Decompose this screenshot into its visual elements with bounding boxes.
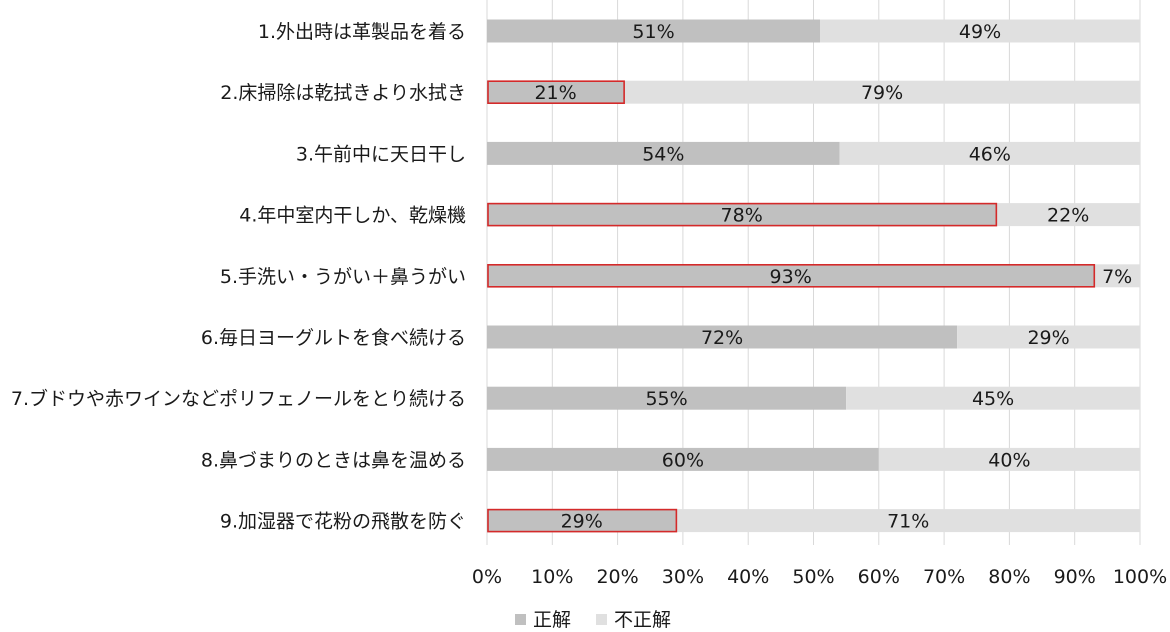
highlight-outline [487,80,625,104]
tick-label: 60% [858,566,900,588]
data-label: 40% [988,449,1030,471]
bar-incorrect [820,19,1140,43]
bar-correct [487,325,958,349]
tick-label: 90% [1054,566,1096,588]
legend: 正解 不正解 [515,609,671,631]
tick-label: 20% [596,566,638,588]
category-label: 2.床掃除は乾拭きより水拭き [220,82,466,104]
bar-incorrect [846,386,1140,410]
bar-incorrect [878,447,1140,471]
data-label: 29% [1027,327,1069,349]
bar-correct [487,509,677,533]
tick-label: 80% [988,566,1030,588]
legend-swatch [515,614,526,625]
bar-incorrect [1094,264,1140,288]
bar-correct [487,80,625,104]
data-label: 45% [972,388,1014,410]
tick-label: 10% [531,566,573,588]
category-label: 8.鼻づまりのときは鼻を温める [201,449,466,471]
bar-correct [487,386,847,410]
legend-label: 不正解 [614,609,671,631]
bar-incorrect [957,325,1140,349]
tick-label: 70% [923,566,965,588]
bar-incorrect [624,80,1140,104]
bars: 51% 49% 21% 79% 54% 46% 78% 22% 93% 7% 72% 29% 55% 45… [487,19,1140,533]
data-label: 55% [645,388,687,410]
highlight-outline [487,263,1096,288]
data-label: 51% [632,21,674,43]
category-label: 3.午前中に天日干し [296,143,466,165]
bar-incorrect [839,141,1140,165]
x-axis-ticks: 0% 10% 20% 30% 40% 50% 60% 70% 80% 90% 100% [472,566,1167,588]
category-label: 9.加湿器で花粉の飛散を防ぐ [220,511,466,533]
data-label: 60% [662,449,704,471]
legend-label: 正解 [533,609,571,631]
tick-label: 100% [1113,566,1167,588]
tick-label: 30% [662,566,704,588]
bar-incorrect [996,203,1140,227]
tick-label: 50% [792,566,834,588]
category-label: 4.年中室内干しか、乾燥機 [239,205,466,227]
data-label: 49% [959,21,1001,43]
data-label: 7% [1102,266,1132,288]
data-label: 46% [969,143,1011,165]
data-label: 93% [770,266,812,288]
bar-correct [487,203,997,227]
bar-correct [487,19,821,43]
bar-correct [487,141,840,165]
data-label: 72% [701,327,743,349]
data-label: 71% [887,511,929,533]
legend-swatch [596,614,607,625]
tick-label: 40% [727,566,769,588]
category-labels: 1.外出時は革製品を着る 2.床掃除は乾拭きより水拭き 3.午前中に天日干し 4.年中… [11,21,466,533]
category-label: 7.ブドウや赤ワインなどポリフェノールをとり続ける [11,387,466,410]
category-label: 6.毎日ヨーグルトを食べ続ける [201,327,466,349]
tick-label: 0% [472,566,502,588]
highlight-outline [487,202,998,227]
bar-incorrect [676,509,1140,533]
data-label: 21% [534,82,576,104]
highlight-outline [487,508,678,533]
category-label: 5.手洗い・うがい＋鼻うがい [220,266,466,288]
data-label: 78% [721,205,763,227]
data-label: 29% [561,511,603,533]
data-label: 54% [642,143,684,165]
data-label: 22% [1047,205,1089,227]
data-label: 79% [861,82,903,104]
bar-correct [487,264,1095,288]
category-label: 1.外出時は革製品を着る [258,21,466,43]
bar-correct [487,447,879,471]
